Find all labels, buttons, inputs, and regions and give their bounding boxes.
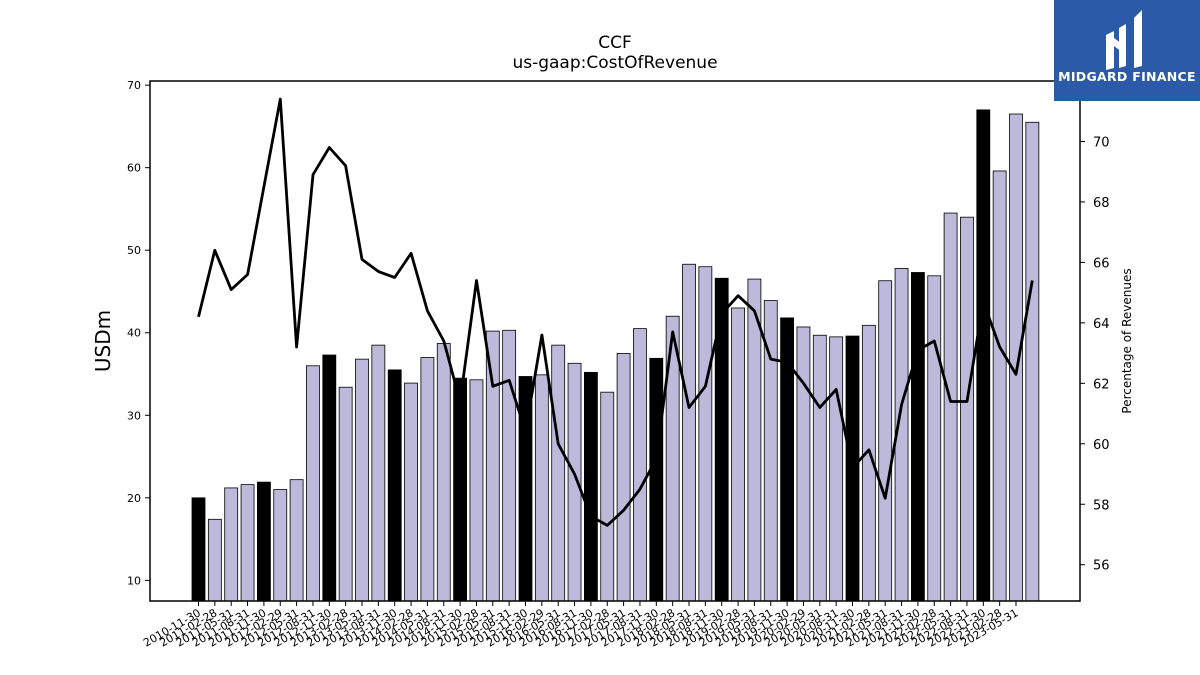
y2-tick-label: 62 [1093,377,1110,392]
bar [240,484,255,602]
bar [502,329,517,602]
bar [878,280,893,602]
bar [420,357,435,602]
bar [371,344,386,602]
bar [191,497,206,602]
y2-axis-label: Percentage of Revenues [1120,268,1134,413]
y-tick-label: 40 [127,327,141,340]
y-tick-label: 60 [127,162,141,175]
bar [469,379,484,602]
bar [551,344,566,602]
bar [600,391,615,602]
right-axis: 56 58 60 62 64 66 68 70 [1080,135,1110,574]
bar [1025,121,1040,602]
bar [731,307,745,602]
y-tick-label: 30 [127,409,141,422]
bar [273,489,288,602]
bar [306,365,320,602]
y-tick-label: 70 [127,79,141,92]
bar [584,371,598,602]
bar [256,481,271,602]
bar [714,277,729,602]
line-layer [197,97,1034,527]
y-tick-label: 10 [127,574,141,587]
bar [796,326,811,602]
y2-tick-label: 70 [1093,135,1110,150]
bar [633,328,647,602]
y2-tick-label: 56 [1093,559,1110,574]
bar [224,487,239,602]
bar [812,334,827,602]
y2-tick-label: 66 [1093,256,1110,271]
plot-frame [149,80,1081,602]
x-axis: 2010-11-302011-02-282011-05-312011-08-31… [141,601,1021,650]
y2-tick-label: 68 [1093,196,1110,211]
midgard-logo-icon [1106,10,1142,70]
y2-tick-label: 64 [1093,317,1110,332]
bar [289,479,304,602]
bar [485,330,500,602]
left-axis: 10 20 30 40 50 60 70 [127,79,150,587]
bar [616,352,631,602]
bar [1009,113,1023,602]
chart-subtitle: us-gaap:CostOfRevenue [512,53,718,73]
bar [322,354,337,602]
bar [436,343,451,602]
brand-logo: MIDGARD FINANCE [1054,0,1200,101]
bar [453,377,468,602]
bar [992,170,1007,602]
bar [976,109,991,602]
logo-text: MIDGARD FINANCE [1058,69,1196,84]
bar [927,275,942,602]
bar [649,357,664,602]
bar [911,272,925,602]
bar [355,358,369,602]
y-tick-label: 20 [127,492,141,505]
y-axis-label: USDm [91,310,115,372]
bar [534,374,549,602]
bar [338,386,353,602]
bar [698,266,713,602]
bar [682,263,696,602]
bar [943,212,958,602]
y2-tick-label: 58 [1093,498,1110,513]
y-tick-label: 50 [127,244,141,257]
bar [829,336,844,602]
y2-tick-label: 60 [1093,438,1110,453]
bar [387,369,402,602]
line-series [197,97,1034,527]
bar [207,518,222,602]
chart-title: CCF [598,33,632,53]
bar [960,216,974,602]
bars-layer [191,109,1040,602]
bar [404,382,418,602]
